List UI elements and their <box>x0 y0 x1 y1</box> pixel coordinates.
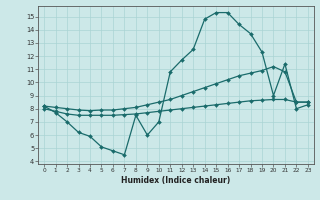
X-axis label: Humidex (Indice chaleur): Humidex (Indice chaleur) <box>121 176 231 185</box>
